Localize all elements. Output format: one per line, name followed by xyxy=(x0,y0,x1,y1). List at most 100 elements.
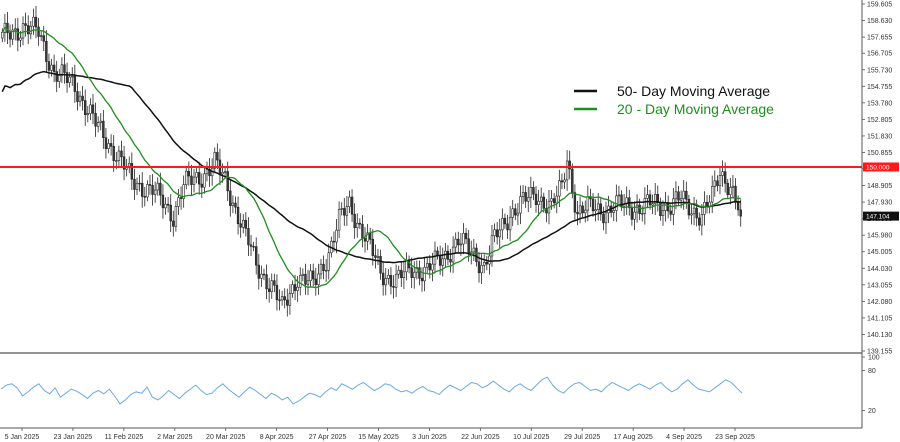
candle-body xyxy=(195,172,198,178)
candle-body xyxy=(107,143,110,150)
candle-body xyxy=(205,168,209,175)
candle-body xyxy=(685,190,688,200)
candle-body xyxy=(343,208,346,216)
candle-body xyxy=(472,247,476,253)
candle-body xyxy=(254,246,258,266)
candle-body xyxy=(527,197,530,202)
candle-body xyxy=(192,176,196,185)
candle-body xyxy=(739,209,742,217)
candle-body xyxy=(565,160,569,181)
candle-body xyxy=(78,95,82,102)
date-tick-label: 27 Apr 2025 xyxy=(309,434,347,441)
candle-body xyxy=(63,64,66,73)
candle-body xyxy=(475,247,478,263)
candle-body xyxy=(423,266,426,282)
candle-body xyxy=(710,186,714,203)
candle-body xyxy=(656,194,660,203)
candle-body xyxy=(52,64,56,72)
candle-body xyxy=(161,194,165,209)
candle-body xyxy=(115,160,118,162)
candle-body xyxy=(529,187,533,198)
date-tick-label: 29 Jul 2025 xyxy=(564,434,600,441)
date-tick-label: 15 May 2025 xyxy=(358,434,399,441)
candle-body xyxy=(586,196,590,211)
candle-body xyxy=(692,207,696,215)
candle-body xyxy=(332,240,336,243)
candle-body xyxy=(620,194,623,207)
candle-body xyxy=(99,120,102,123)
candle-body xyxy=(130,163,134,180)
candle-body xyxy=(368,232,372,240)
candle-body xyxy=(247,228,250,246)
price-tick-label: 156.705 xyxy=(867,51,892,58)
candle-body xyxy=(679,198,683,201)
candle-body xyxy=(45,40,48,62)
candle-body xyxy=(231,202,235,206)
candle-body xyxy=(146,184,149,198)
candle-body xyxy=(392,285,395,288)
candle-body xyxy=(322,263,325,271)
candle-body xyxy=(174,206,178,227)
candle-body xyxy=(410,267,413,279)
candle-body xyxy=(314,278,318,285)
candle-body xyxy=(731,185,735,188)
candle-body xyxy=(545,207,548,214)
candle-body xyxy=(242,219,245,228)
candle-body xyxy=(169,204,172,222)
candle-body xyxy=(459,243,463,246)
candle-body xyxy=(374,255,377,258)
candle-body xyxy=(117,150,121,161)
candle-body xyxy=(286,299,289,306)
candle-body xyxy=(278,299,281,301)
candle-body xyxy=(387,274,390,279)
candle-body xyxy=(293,284,297,291)
candlestick-series xyxy=(1,5,742,317)
candle-body xyxy=(350,196,354,215)
candle-body xyxy=(81,95,84,101)
indicator-tick-label: 80 xyxy=(868,368,876,375)
candle-body xyxy=(462,233,465,245)
candle-body xyxy=(482,261,486,266)
candle-body xyxy=(91,104,95,114)
price-tick-label: 145.005 xyxy=(867,249,892,256)
candle-body xyxy=(337,208,341,231)
candle-body xyxy=(270,280,273,292)
candle-body xyxy=(76,91,79,102)
candle-body xyxy=(617,194,621,197)
legend-label-ma50: 50- Day Moving Average xyxy=(617,83,770,99)
candle-body xyxy=(558,180,561,197)
candle-body xyxy=(389,274,393,287)
candle-body xyxy=(602,213,605,224)
candle-body xyxy=(674,191,678,200)
candle-body xyxy=(197,172,201,185)
candle-body xyxy=(185,170,188,185)
candle-body xyxy=(120,150,123,158)
candle-body xyxy=(16,28,20,41)
candle-body xyxy=(594,209,597,212)
candle-body xyxy=(288,293,292,306)
candle-body xyxy=(112,146,115,161)
candle-body xyxy=(26,25,30,35)
candle-body xyxy=(604,212,608,224)
candle-body xyxy=(581,205,584,214)
candle-body xyxy=(319,263,323,275)
candle-body xyxy=(280,296,284,301)
candle-body xyxy=(687,198,691,216)
candle-body xyxy=(94,112,97,127)
candle-body xyxy=(102,120,105,139)
candle-body xyxy=(226,171,229,192)
candle-body xyxy=(571,168,574,194)
candle-body xyxy=(309,270,312,282)
candle-body xyxy=(690,213,693,216)
candle-body xyxy=(361,223,364,239)
candle-body xyxy=(262,273,266,276)
candle-body xyxy=(24,23,27,26)
candle-body xyxy=(661,210,665,216)
candle-body xyxy=(591,198,595,212)
candle-body xyxy=(138,182,141,185)
candle-body xyxy=(6,22,9,34)
candle-body xyxy=(431,263,434,271)
candle-body xyxy=(109,143,113,147)
candle-body xyxy=(433,250,437,265)
